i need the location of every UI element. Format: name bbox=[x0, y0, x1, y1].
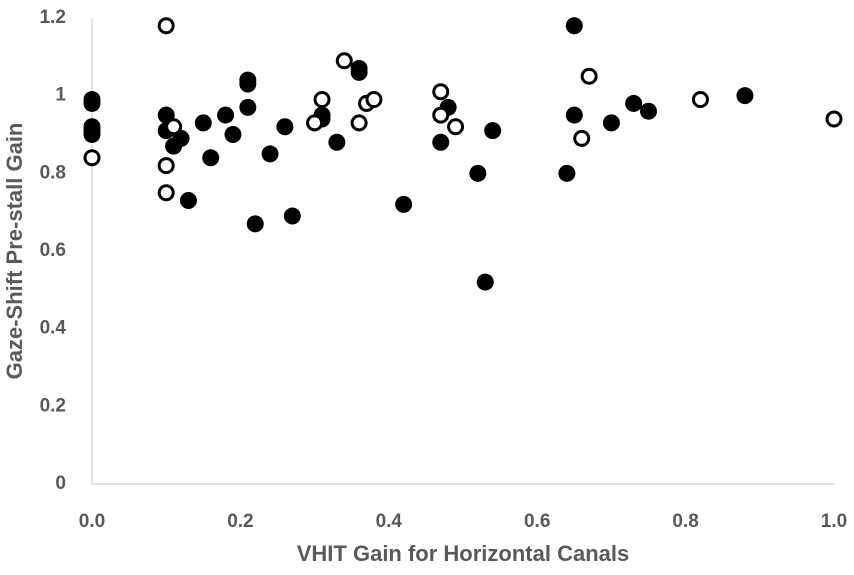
y-axis-title: Gaze-Shift Pre-stall Gain bbox=[2, 123, 27, 380]
data-point bbox=[432, 106, 450, 124]
data-point bbox=[246, 215, 264, 233]
data-point bbox=[202, 149, 220, 167]
data-point bbox=[558, 164, 576, 182]
y-tick-label: 0.4 bbox=[40, 318, 67, 339]
data-point bbox=[83, 149, 101, 167]
y-tick-label: 0 bbox=[55, 473, 66, 494]
data-point bbox=[313, 91, 331, 109]
y-tick-label: 1.2 bbox=[40, 7, 66, 28]
data-point bbox=[565, 106, 583, 124]
data-point bbox=[217, 106, 235, 124]
x-tick-label: 0.6 bbox=[524, 511, 550, 532]
x-tick-label: 0.4 bbox=[376, 511, 403, 532]
data-point bbox=[447, 118, 465, 136]
data-point bbox=[83, 94, 101, 112]
data-point bbox=[179, 192, 197, 210]
data-point bbox=[565, 17, 583, 35]
data-point bbox=[350, 63, 368, 81]
y-tick-label: 0.2 bbox=[40, 395, 66, 416]
data-point bbox=[283, 207, 301, 225]
data-point bbox=[573, 129, 591, 147]
data-point bbox=[580, 67, 598, 85]
data-point bbox=[350, 114, 368, 132]
data-point bbox=[640, 102, 657, 120]
data-point bbox=[484, 122, 502, 140]
data-point bbox=[625, 94, 643, 112]
x-axis-title: VHIT Gain for Horizontal Canals bbox=[297, 541, 629, 566]
data-point bbox=[691, 91, 709, 109]
data-point bbox=[825, 110, 843, 128]
data-point bbox=[239, 98, 257, 116]
data-point bbox=[432, 83, 450, 101]
data-point bbox=[736, 87, 754, 105]
data-point bbox=[261, 145, 279, 163]
data-point bbox=[328, 133, 346, 151]
data-point bbox=[239, 75, 257, 93]
y-tick-label: 0.8 bbox=[40, 162, 66, 183]
data-point bbox=[432, 133, 450, 151]
x-tick-label: 1.0 bbox=[821, 511, 847, 532]
data-point bbox=[276, 118, 294, 136]
data-point bbox=[224, 126, 242, 143]
data-point bbox=[83, 126, 101, 143]
data-point bbox=[194, 114, 212, 132]
data-point bbox=[365, 91, 383, 109]
data-point bbox=[165, 118, 183, 136]
y-tick-label: 1 bbox=[55, 85, 66, 106]
data-point bbox=[157, 184, 175, 202]
data-point bbox=[157, 17, 175, 35]
data-point bbox=[306, 114, 324, 132]
data-point bbox=[476, 273, 494, 291]
x-tick-label: 0.0 bbox=[79, 511, 105, 532]
x-tick-label: 0.2 bbox=[227, 511, 253, 532]
x-tick-label: 0.8 bbox=[672, 511, 698, 532]
y-tick-label: 0.6 bbox=[40, 240, 66, 261]
data-point bbox=[157, 157, 175, 175]
data-point bbox=[395, 195, 413, 213]
data-point bbox=[469, 164, 487, 182]
data-point bbox=[335, 52, 353, 70]
data-point bbox=[602, 114, 620, 132]
